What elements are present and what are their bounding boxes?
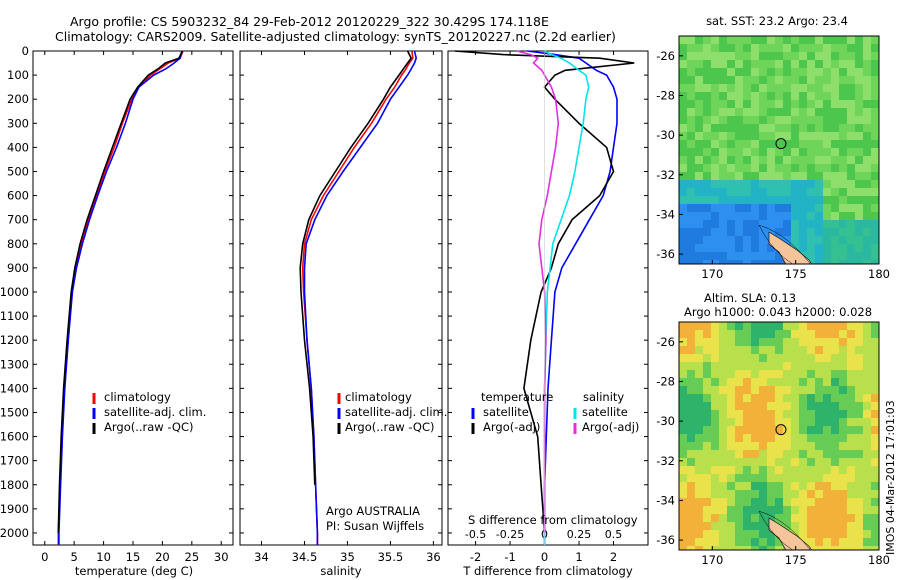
x-tick-label: 10 [96, 550, 111, 564]
legend-climatology-label: climatology [345, 390, 412, 404]
depth-tick-label: 1200 [0, 333, 29, 347]
sla-map-title-line2: Argo h1000: 0.043 h2000: 0.028 [683, 305, 873, 319]
t-difference-axis-label: T difference from climatology [463, 564, 633, 578]
depth-tick-label: 400 [7, 140, 29, 154]
plot-frame [32, 50, 234, 546]
x-tick-label: -1 [504, 550, 515, 564]
sst-map-title: sat. SST: 23.2 Argo: 23.4 [706, 14, 848, 28]
s-tick-label: -0.25 [496, 528, 524, 541]
legend-climatology-label: climatology [104, 390, 171, 404]
x-tick-label: 34 [254, 550, 269, 564]
depth-tick-label: 800 [7, 237, 29, 251]
s-difference-axis-label: S difference from climatology [468, 513, 638, 527]
x-tick-label: 0 [541, 550, 548, 564]
series-line [303, 50, 418, 545]
x-tick-label: 30 [214, 550, 229, 564]
x-tick-label: 15 [126, 550, 141, 564]
depth-tick-label: 300 [7, 116, 29, 130]
s-tick-label: -0.5 [465, 528, 486, 541]
legend-t-argo-label: Argo(-adj) [483, 420, 541, 434]
x-tick-label: 2 [610, 550, 617, 564]
sla-map-title-line1: Altim. SLA: 0.13 [703, 291, 797, 305]
depth-tick-label: 1700 [0, 454, 29, 468]
depth-tick-label: 1300 [0, 357, 29, 371]
depth-tick-label: 100 [7, 68, 29, 82]
depth-tick-label: 2000 [0, 526, 29, 540]
x-tick-label: 1 [575, 550, 582, 564]
x-tick-label: -2 [470, 550, 481, 564]
series-line [454, 50, 635, 534]
depth-tick-label: 200 [7, 92, 29, 106]
series-line [299, 50, 413, 485]
s-tick-label: 0.25 [567, 528, 592, 541]
depth-tick-label: 1900 [0, 502, 29, 516]
salinity-x-axis-label: salinity [320, 564, 362, 578]
imos-timestamp: IMOS 04-Mar-2012 17:01:03 [884, 400, 897, 555]
depth-tick-label: 1400 [0, 381, 29, 395]
depth-tick-label: 1500 [0, 405, 29, 419]
legend-salinity-title: salinity [583, 390, 625, 404]
s-tick-label: 0.5 [605, 528, 623, 541]
plot-frame [447, 50, 649, 546]
x-tick-label: 0 [41, 550, 48, 564]
legend-t-satellite-label: satellite [483, 405, 529, 419]
x-tick-label: 34.5 [292, 550, 318, 564]
depth-tick-label: 700 [7, 213, 29, 227]
depth-tick-label: 900 [7, 261, 29, 275]
profile-header-line1: Argo profile: CS 5903232_84 29-Feb-2012 … [70, 14, 549, 29]
x-tick-label: 20 [155, 550, 170, 564]
depth-tick-label: 1000 [0, 285, 29, 299]
depth-tick-label: 1600 [0, 430, 29, 444]
depth-tick-label: 500 [7, 164, 29, 178]
series-line [57, 50, 184, 534]
legend-argo-label: Argo(..raw -QC) [104, 420, 194, 434]
series-line [58, 50, 183, 545]
legend-satellite-label: satellite-adj. clim. [104, 405, 207, 419]
depth-tick-label: 0 [22, 44, 29, 58]
x-tick-label: 25 [185, 550, 200, 564]
temperature-x-axis-label: temperature (deg C) [74, 564, 194, 578]
depth-tick-label: 600 [7, 189, 29, 203]
legend-s-satellite-label: satellite [582, 405, 628, 419]
legend-argo-label: Argo(..raw -QC) [345, 420, 435, 434]
x-tick-label: 35.5 [378, 550, 404, 564]
legend-s-argo-label: Argo(-adj) [582, 420, 640, 434]
depth-tick-label: 1100 [0, 309, 29, 323]
legend-temperature-title: temperature [481, 390, 554, 404]
series-line [516, 50, 560, 533]
plot-frame [239, 50, 443, 546]
x-tick-label: 35 [340, 550, 355, 564]
argo-pi-label: PI: Susan Wijffels [326, 519, 425, 533]
argo-program-label: Argo AUSTRALIA [326, 504, 421, 518]
x-tick-label: 36 [426, 550, 441, 564]
legend-satellite-label: satellite-adj. clim. [345, 405, 448, 419]
profile-header-line2: Climatology: CARS2009. Satellite-adjuste… [55, 29, 616, 44]
depth-tick-label: 1800 [0, 478, 29, 492]
x-tick-label: 5 [71, 550, 78, 564]
